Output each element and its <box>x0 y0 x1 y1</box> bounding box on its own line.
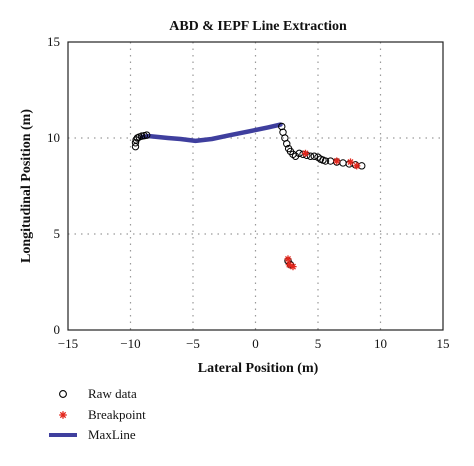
plot-frame <box>67 41 444 331</box>
breakpoint-marker <box>353 162 361 170</box>
breakpoint-marker <box>284 255 292 263</box>
breakpoint-marker <box>285 261 293 269</box>
maxline-series <box>139 122 283 144</box>
raw-data-point <box>310 152 318 160</box>
legend: Raw data Breakpoint MaxLine <box>49 386 146 442</box>
legend-label: MaxLine <box>88 427 136 442</box>
x-tick-label: 10 <box>374 336 387 351</box>
maxline-path <box>139 122 283 144</box>
y-tick-label: 10 <box>47 130 60 145</box>
x-axis-label: Lateral Position (m) <box>198 361 319 376</box>
tick-labels: −15 −10 −5 0 5 10 15 0 5 10 15 <box>47 34 450 351</box>
legend-label: Breakpoint <box>88 407 146 422</box>
raw-data-point <box>283 140 291 148</box>
raw-data-point <box>306 152 315 160</box>
x-tick-label: 5 <box>315 336 322 351</box>
breakpoint-marker <box>333 157 341 165</box>
breakpoint-marker <box>301 149 310 157</box>
raw-data-series <box>131 122 366 269</box>
breakpoint-marker <box>346 158 355 166</box>
x-tick-label: −10 <box>120 336 140 351</box>
raw-data-point <box>138 132 146 140</box>
raw-data-point <box>131 139 140 147</box>
raw-data-point <box>321 157 330 165</box>
breakpoint-series <box>284 149 361 271</box>
x-tick-label: −5 <box>186 336 200 351</box>
y-axis-label: Longitudinal Position (m) <box>19 109 34 263</box>
chart-title: ABD & IEPF Line Extraction <box>169 19 347 34</box>
y-tick-label: 15 <box>47 34 60 49</box>
y-tick-label: 0 <box>54 322 61 337</box>
grid <box>68 42 443 330</box>
x-tick-label: 15 <box>437 336 450 351</box>
raw-data-point <box>143 131 151 139</box>
x-tick-label: −15 <box>58 336 78 351</box>
legend-breakpoint-marker <box>59 411 67 419</box>
x-tick-label: 0 <box>252 336 259 351</box>
y-tick-label: 5 <box>54 226 61 241</box>
legend-label: Raw data <box>88 386 137 401</box>
legend-raw-marker <box>59 390 67 398</box>
raw-data-point <box>339 159 347 167</box>
